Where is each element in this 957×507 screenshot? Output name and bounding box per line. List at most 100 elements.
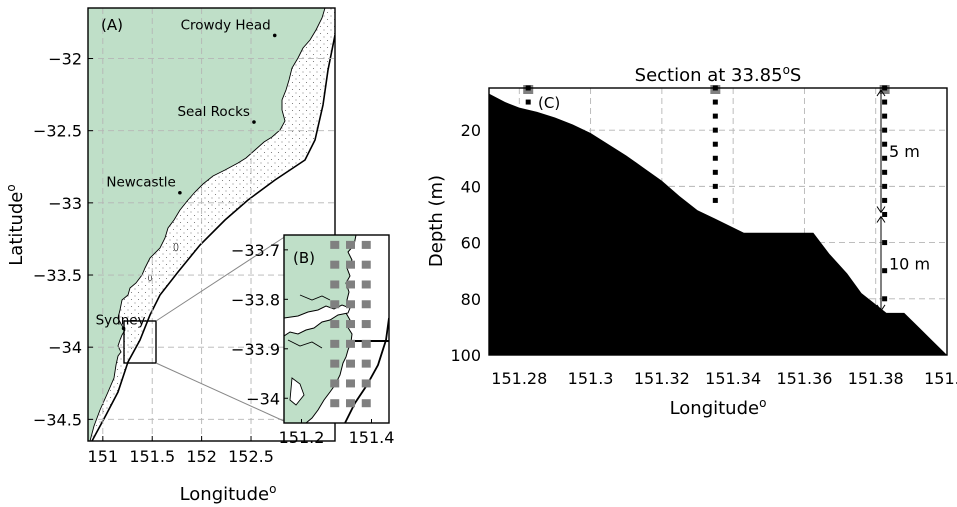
spacing-label: 10 m bbox=[889, 255, 930, 274]
section-c-moorings bbox=[523, 85, 890, 302]
inset-box bbox=[123, 320, 157, 364]
mooring-marker bbox=[330, 320, 340, 329]
sensor-marker bbox=[882, 268, 888, 274]
place-marker bbox=[252, 120, 256, 124]
section-c-xlabel: Longitudeo bbox=[670, 396, 767, 419]
map-a: Crowdy Head Seal Rocks Newcastle Sydney (A)… bbox=[4, 7, 336, 505]
map-a-land bbox=[88, 8, 326, 441]
arrow-down-icon bbox=[876, 304, 886, 312]
arrow-up-icon bbox=[876, 215, 886, 223]
map-a-shelf-break bbox=[91, 34, 335, 441]
section-c-annotations: 5 m 10 m bbox=[876, 89, 930, 312]
lake-icon bbox=[148, 274, 152, 282]
mooring-marker bbox=[361, 379, 371, 388]
map-b-river bbox=[287, 339, 323, 349]
arrow-down-icon bbox=[876, 206, 886, 214]
lake-icon bbox=[173, 242, 179, 252]
x-tick-label: 151.34 bbox=[705, 369, 761, 388]
panel-label-c: (C) bbox=[538, 94, 560, 112]
mooring-marker bbox=[346, 339, 355, 348]
mooring-marker bbox=[346, 300, 355, 309]
sensor-marker bbox=[712, 113, 718, 119]
mooring-marker bbox=[330, 260, 340, 269]
y-tick-label: −33.8 bbox=[231, 290, 280, 309]
x-tick-label: 152 bbox=[186, 447, 217, 466]
mooring-marker bbox=[346, 240, 355, 249]
x-tick-label: 151.38 bbox=[848, 369, 904, 388]
bathymetry-area bbox=[489, 93, 947, 355]
sensor-marker bbox=[525, 99, 531, 105]
place-label: Crowdy Head bbox=[181, 17, 271, 33]
sensor-marker bbox=[712, 141, 718, 147]
section-c-ticks: 151.28 151.3 151.32 151.34 151.36 151.38 151.4… bbox=[450, 121, 957, 388]
section-c: 5 m10 m (C) Section at 33.85oS 151.28 151… bbox=[426, 63, 957, 419]
sensor-marker bbox=[712, 127, 718, 133]
place-label: Sydney bbox=[96, 312, 146, 328]
panel-label-b: (B) bbox=[293, 249, 315, 267]
spacing-label: 5 m bbox=[889, 142, 920, 161]
y-tick-label: −32 bbox=[48, 50, 82, 69]
x-tick-label: 151 bbox=[88, 447, 119, 466]
mooring-marker bbox=[346, 379, 355, 388]
sensor-marker bbox=[525, 127, 531, 133]
sensor-marker bbox=[882, 211, 888, 217]
map-a-ticks: 151 151.5 152 152.5 −32 −32.5 −33 −33.5 −34 −34.5 bbox=[33, 50, 274, 466]
map-b-ticks: 151.2 151.4 −33.7 −33.8 −33.9 −34 bbox=[231, 241, 394, 447]
y-tick-label: 40 bbox=[461, 177, 481, 196]
y-tick-label: −33.9 bbox=[231, 340, 280, 359]
y-tick-label: −34.5 bbox=[33, 410, 82, 429]
mooring-marker bbox=[346, 359, 355, 368]
x-tick-label: 151.3 bbox=[568, 369, 614, 388]
mooring-marker bbox=[330, 379, 340, 388]
inset-connector bbox=[155, 362, 287, 423]
x-tick-label: 151.36 bbox=[776, 369, 832, 388]
x-tick-label: 151.4 bbox=[924, 369, 957, 388]
sensor-marker bbox=[882, 113, 888, 119]
mooring-marker bbox=[330, 240, 340, 249]
y-tick-label: −32.5 bbox=[33, 122, 82, 141]
sensor-marker bbox=[882, 169, 888, 175]
y-tick-label: −34 bbox=[246, 389, 280, 408]
mooring-marker bbox=[330, 339, 340, 348]
mooring-marker bbox=[330, 280, 340, 289]
sensor-marker bbox=[882, 296, 888, 302]
y-tick-label: 20 bbox=[461, 121, 481, 140]
place-marker bbox=[272, 33, 277, 38]
sensor-marker bbox=[882, 99, 888, 105]
map-b-harbour bbox=[284, 304, 351, 337]
map-b-river bbox=[299, 294, 331, 301]
map-b: (B) 151.2 151.4 −33.7 −33.8 −33.9 −34 bbox=[231, 234, 394, 447]
x-tick-label: 151.5 bbox=[129, 447, 175, 466]
sensor-marker bbox=[882, 240, 888, 246]
mooring-marker bbox=[361, 359, 371, 368]
sensor-marker bbox=[712, 169, 718, 175]
mooring-marker bbox=[361, 280, 371, 289]
sensor-marker bbox=[882, 141, 888, 147]
mooring-marker bbox=[346, 320, 355, 329]
sensor-marker bbox=[882, 155, 888, 161]
mooring-marker bbox=[330, 399, 340, 408]
y-tick-label: 100 bbox=[450, 346, 481, 365]
x-tick-label: 151.32 bbox=[634, 369, 690, 388]
sensor-marker bbox=[712, 183, 718, 189]
section-c-title: Section at 33.85oS bbox=[635, 63, 802, 86]
y-tick-label: −33.5 bbox=[33, 266, 82, 285]
map-a-xlabel: Longitudeo bbox=[180, 482, 277, 505]
y-tick-label: 80 bbox=[461, 290, 481, 309]
y-tick-label: −34 bbox=[48, 338, 82, 357]
mooring-marker bbox=[361, 320, 371, 329]
sensor-marker bbox=[525, 113, 531, 119]
mooring-marker bbox=[361, 300, 371, 309]
mooring-marker bbox=[361, 260, 371, 269]
place-label: Seal Rocks bbox=[177, 104, 250, 120]
sensor-marker bbox=[882, 183, 888, 189]
mooring-marker bbox=[346, 260, 355, 269]
map-b-frame bbox=[283, 234, 390, 424]
place-marker bbox=[178, 190, 182, 195]
mooring-marker bbox=[330, 300, 340, 309]
mooring-marker bbox=[361, 339, 371, 348]
map-a-places: Crowdy Head Seal Rocks Newcastle Sydney bbox=[96, 17, 277, 331]
sensor-marker bbox=[712, 99, 718, 105]
mooring-marker bbox=[361, 240, 371, 249]
